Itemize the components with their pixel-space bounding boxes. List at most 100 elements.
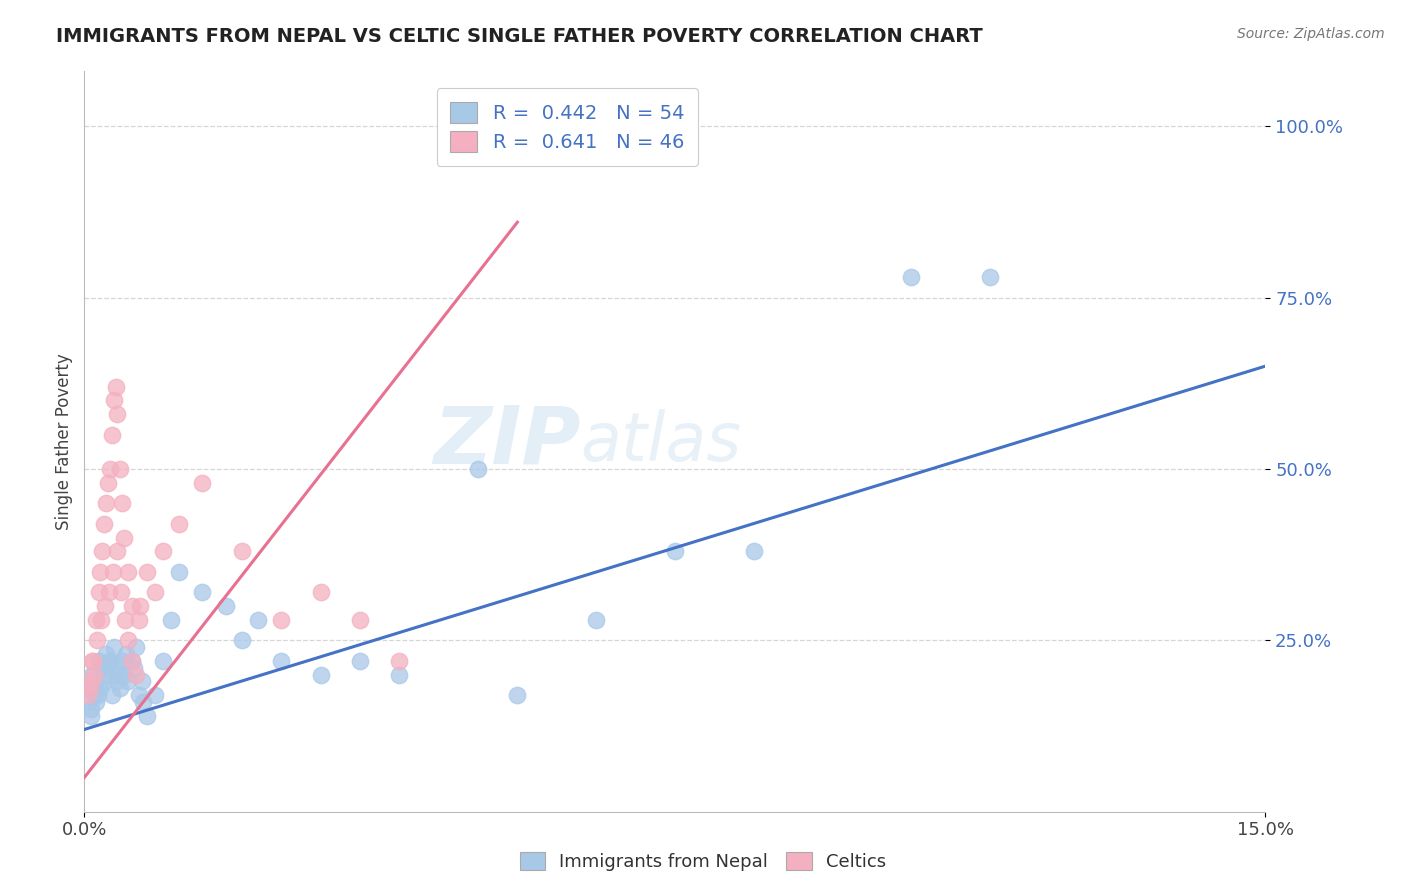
Point xyxy=(87,688,110,702)
Point xyxy=(467,462,489,476)
Point xyxy=(143,688,166,702)
Point xyxy=(152,654,174,668)
Point xyxy=(83,667,105,681)
Point xyxy=(191,475,214,490)
Point xyxy=(107,407,129,421)
Point xyxy=(152,544,174,558)
Point xyxy=(107,674,129,689)
Point xyxy=(388,654,411,668)
Point xyxy=(101,427,124,442)
Point xyxy=(103,640,125,655)
Point xyxy=(664,544,686,558)
Point xyxy=(309,667,332,681)
Point xyxy=(111,496,134,510)
Point xyxy=(108,462,131,476)
Point xyxy=(90,613,112,627)
Point xyxy=(104,661,127,675)
Point xyxy=(93,516,115,531)
Point xyxy=(309,585,332,599)
Point xyxy=(77,695,100,709)
Text: Source: ZipAtlas.com: Source: ZipAtlas.com xyxy=(1237,27,1385,41)
Point xyxy=(160,613,183,627)
Point xyxy=(136,565,159,579)
Point xyxy=(122,661,145,675)
Point xyxy=(270,613,292,627)
Point xyxy=(117,633,139,648)
Point xyxy=(82,654,104,668)
Point xyxy=(104,380,127,394)
Point xyxy=(129,599,152,613)
Point xyxy=(215,599,238,613)
Point xyxy=(89,565,111,579)
Point xyxy=(132,695,155,709)
Point xyxy=(117,565,139,579)
Point xyxy=(121,654,143,668)
Point xyxy=(121,654,143,668)
Point xyxy=(94,599,117,613)
Point xyxy=(349,613,371,627)
Point xyxy=(979,270,1001,285)
Point xyxy=(77,688,100,702)
Point xyxy=(900,270,922,285)
Point xyxy=(83,688,105,702)
Legend: Immigrants from Nepal, Celtics: Immigrants from Nepal, Celtics xyxy=(513,845,893,879)
Text: ZIP: ZIP xyxy=(433,402,581,481)
Point xyxy=(98,654,121,668)
Point xyxy=(103,393,125,408)
Point xyxy=(101,565,124,579)
Point xyxy=(349,654,371,668)
Y-axis label: Single Father Poverty: Single Father Poverty xyxy=(55,353,73,530)
Point xyxy=(79,681,101,696)
Point xyxy=(388,667,411,681)
Point xyxy=(87,585,110,599)
Point xyxy=(90,661,112,675)
Point xyxy=(79,674,101,689)
Point xyxy=(117,674,139,689)
Point xyxy=(128,613,150,627)
Point xyxy=(112,667,135,681)
Point xyxy=(83,681,105,696)
Point xyxy=(112,531,135,545)
Point xyxy=(84,613,107,627)
Point xyxy=(115,647,138,661)
Point xyxy=(191,585,214,599)
Point xyxy=(98,654,121,668)
Point xyxy=(121,599,143,613)
Point xyxy=(231,544,253,558)
Point xyxy=(79,708,101,723)
Point xyxy=(86,633,108,648)
Point xyxy=(101,688,124,702)
Text: atlas: atlas xyxy=(581,409,741,475)
Point xyxy=(97,585,120,599)
Point xyxy=(231,633,253,648)
Point xyxy=(111,654,134,668)
Point xyxy=(90,544,112,558)
Text: IMMIGRANTS FROM NEPAL VS CELTIC SINGLE FATHER POVERTY CORRELATION CHART: IMMIGRANTS FROM NEPAL VS CELTIC SINGLE F… xyxy=(56,27,983,45)
Point xyxy=(96,496,118,510)
Point xyxy=(108,681,131,696)
Point xyxy=(105,544,128,558)
Point xyxy=(91,661,114,675)
Point xyxy=(131,674,153,689)
Point xyxy=(246,613,269,627)
Point xyxy=(167,565,190,579)
Point xyxy=(107,667,129,681)
Point xyxy=(742,544,765,558)
Point xyxy=(114,613,136,627)
Point xyxy=(96,647,118,661)
Point xyxy=(87,654,110,668)
Point xyxy=(82,667,104,681)
Point xyxy=(84,695,107,709)
Point xyxy=(167,516,190,531)
Point xyxy=(89,681,111,696)
Point xyxy=(82,654,104,668)
Point xyxy=(110,585,132,599)
Point xyxy=(97,475,120,490)
Point xyxy=(93,674,115,689)
Point xyxy=(506,688,529,702)
Point xyxy=(80,702,103,716)
Point xyxy=(143,585,166,599)
Point xyxy=(585,613,607,627)
Point xyxy=(124,640,146,655)
Point xyxy=(125,667,148,681)
